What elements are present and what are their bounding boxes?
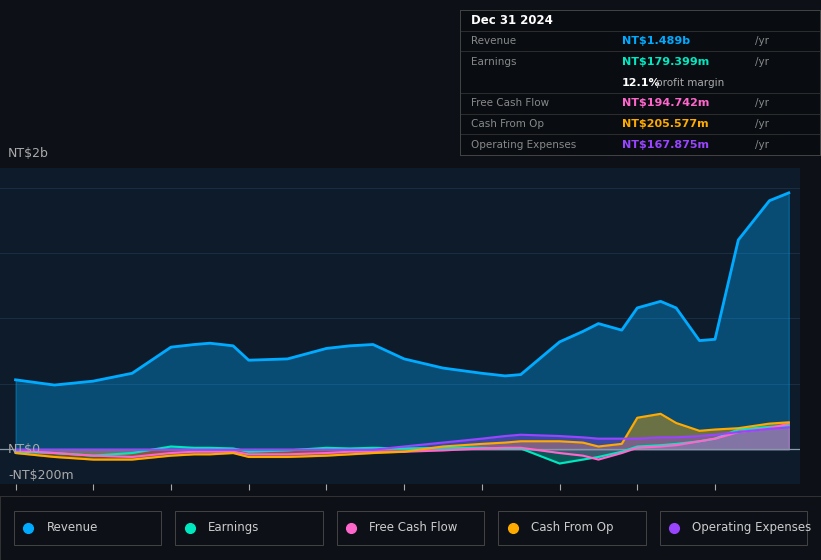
Bar bbox=[175, 511, 323, 544]
Text: NT$0: NT$0 bbox=[8, 442, 41, 456]
Text: /yr: /yr bbox=[755, 139, 769, 150]
Text: /yr: /yr bbox=[755, 98, 769, 108]
Text: /yr: /yr bbox=[755, 57, 769, 67]
Text: /yr: /yr bbox=[755, 36, 769, 46]
Text: 12.1%: 12.1% bbox=[621, 77, 660, 87]
Text: Revenue: Revenue bbox=[470, 36, 516, 46]
Text: profit margin: profit margin bbox=[656, 77, 724, 87]
Text: NT$2b: NT$2b bbox=[8, 147, 49, 160]
Bar bbox=[14, 511, 162, 544]
Text: NT$1.489b: NT$1.489b bbox=[621, 36, 690, 46]
Text: Earnings: Earnings bbox=[470, 57, 516, 67]
Text: -NT$200m: -NT$200m bbox=[8, 469, 74, 482]
Text: Revenue: Revenue bbox=[47, 521, 98, 534]
Text: Free Cash Flow: Free Cash Flow bbox=[369, 521, 458, 534]
Text: NT$205.577m: NT$205.577m bbox=[621, 119, 709, 129]
Text: Operating Expenses: Operating Expenses bbox=[470, 139, 576, 150]
Text: NT$194.742m: NT$194.742m bbox=[621, 98, 709, 108]
Bar bbox=[337, 511, 484, 544]
Text: NT$167.875m: NT$167.875m bbox=[621, 139, 709, 150]
Bar bbox=[659, 511, 807, 544]
Text: Operating Expenses: Operating Expenses bbox=[692, 521, 812, 534]
Text: Earnings: Earnings bbox=[208, 521, 259, 534]
Text: Cash From Op: Cash From Op bbox=[531, 521, 613, 534]
Text: Free Cash Flow: Free Cash Flow bbox=[470, 98, 548, 108]
Text: Cash From Op: Cash From Op bbox=[470, 119, 544, 129]
Text: Dec 31 2024: Dec 31 2024 bbox=[470, 14, 553, 27]
Bar bbox=[498, 511, 646, 544]
Text: /yr: /yr bbox=[755, 119, 769, 129]
Text: NT$179.399m: NT$179.399m bbox=[621, 57, 709, 67]
